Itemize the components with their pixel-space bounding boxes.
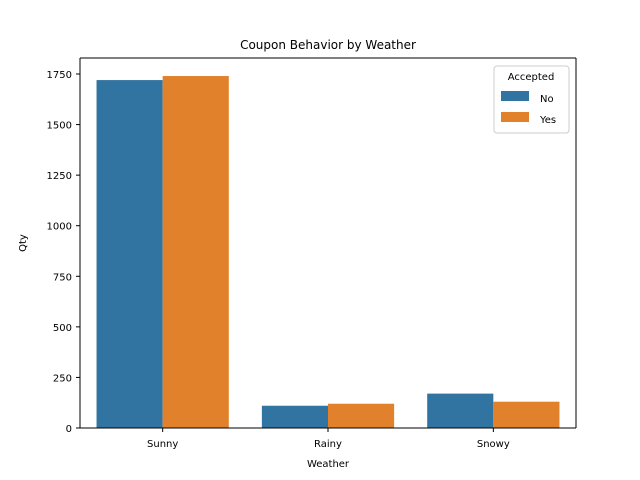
y-tick-label: 1500 [47, 121, 72, 132]
x-tick-label-rainy: Rainy [314, 439, 342, 450]
y-axis-label: Qty [18, 234, 29, 252]
bar-rainy-no [261, 405, 328, 428]
y-tick-label: 500 [53, 323, 72, 334]
y-tick-label: 250 [53, 373, 72, 384]
bar-rainy-yes [328, 403, 395, 428]
bars-layer [96, 76, 560, 428]
legend-label-no: No [540, 94, 554, 105]
y-tick-label: 750 [53, 272, 72, 283]
y-tick-label: 1000 [47, 222, 72, 233]
legend-label-yes: Yes [539, 115, 556, 126]
chart-title: Coupon Behavior by Weather [240, 38, 416, 52]
x-axis-label: Weather [307, 459, 350, 470]
x-ticks: Sunny Rainy Snowy [147, 428, 510, 450]
y-ticks: 0 250 500 750 1000 1250 1500 1750 [47, 70, 80, 435]
x-tick-label-snowy: Snowy [477, 439, 510, 450]
bar-sunny-yes [162, 76, 229, 428]
bar-snowy-yes [493, 401, 560, 428]
x-tick-label-sunny: Sunny [147, 439, 178, 450]
bar-sunny-no [96, 80, 163, 428]
legend: Accepted No Yes [493, 65, 570, 134]
legend-title: Accepted [508, 72, 555, 83]
legend-swatch-no [501, 91, 529, 101]
y-tick-label: 1250 [47, 171, 72, 182]
y-tick-label: 0 [66, 424, 72, 435]
y-tick-label: 1750 [47, 70, 72, 81]
legend-swatch-yes [501, 112, 529, 122]
bar-snowy-no [427, 393, 494, 428]
